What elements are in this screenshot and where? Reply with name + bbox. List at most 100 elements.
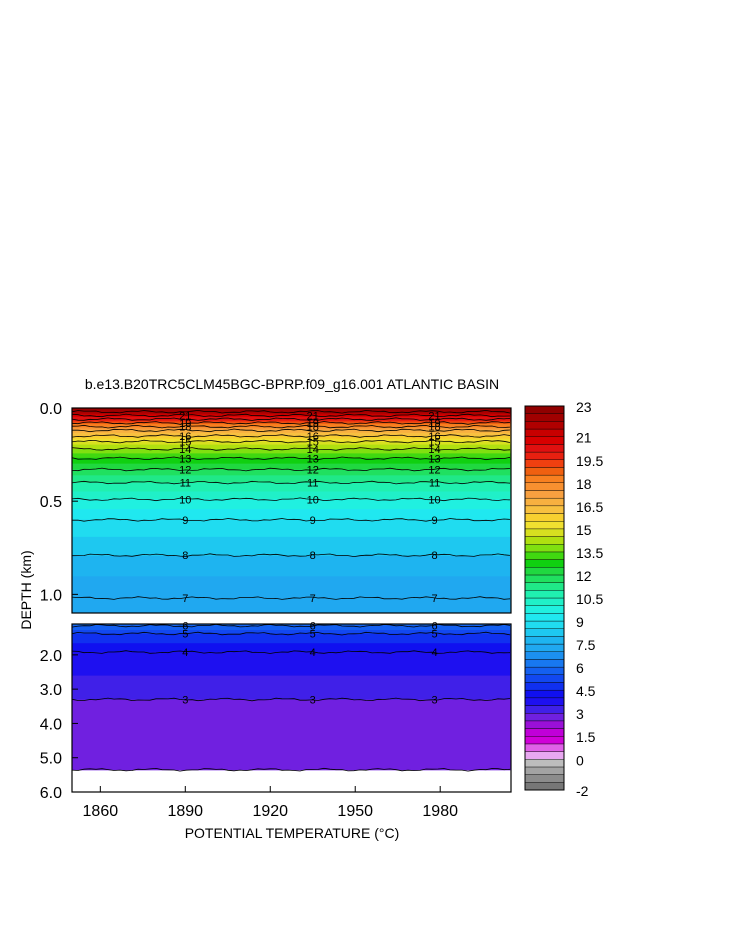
y-tick-label: 0.0 xyxy=(40,401,62,418)
upper-panel-band xyxy=(72,567,511,570)
isotherm-line xyxy=(72,697,511,702)
colorbar-label: 23 xyxy=(576,399,592,415)
lower-panel-band xyxy=(72,642,511,644)
contour-label: 9 xyxy=(310,515,316,527)
isotherm-line xyxy=(72,767,511,772)
contour-label: 5 xyxy=(431,629,437,641)
upper-panel-band xyxy=(72,504,511,507)
colorbar-swatch xyxy=(524,774,565,783)
upper-panel-band xyxy=(72,602,511,605)
lower-panel-band xyxy=(72,676,511,679)
colorbar-swatch xyxy=(524,751,565,760)
lower-panel-band xyxy=(72,727,511,729)
lower-panel-band xyxy=(72,678,511,680)
upper-panel-band xyxy=(72,510,511,513)
colorbar-label: 1.5 xyxy=(576,729,596,745)
lower-panel-band xyxy=(72,668,511,671)
upper-panel-band xyxy=(72,427,511,430)
upper-panel-band xyxy=(72,451,511,454)
upper-panel-band xyxy=(72,561,511,564)
colorbar-swatch xyxy=(524,413,565,422)
upper-panel-band xyxy=(72,460,511,463)
lower-panel-band xyxy=(72,750,511,752)
contour-label: 3 xyxy=(310,694,316,706)
isotherm-line xyxy=(72,428,511,433)
upper-panel-band xyxy=(72,551,511,554)
lower-panel-band xyxy=(72,673,511,675)
colorbar-swatch xyxy=(524,421,565,430)
lower-panel-band xyxy=(72,723,511,726)
upper-panel-band xyxy=(72,446,511,449)
contour-label: 4 xyxy=(431,647,437,659)
lower-panel-band xyxy=(72,742,511,745)
colorbar-label: 19.5 xyxy=(576,453,603,469)
lower-panel-band xyxy=(72,717,511,720)
upper-panel-band xyxy=(72,598,511,601)
lower-panel-band xyxy=(72,714,511,716)
lower-panel-band xyxy=(72,735,511,738)
upper-panel-band xyxy=(72,552,511,556)
upper-panel-band xyxy=(72,517,511,520)
lower-panel-band xyxy=(72,734,511,737)
y-tick-label: 6.0 xyxy=(40,785,62,802)
colorbar-label: 21 xyxy=(576,430,592,446)
upper-panel-band xyxy=(72,465,511,468)
colorbar-swatch xyxy=(524,759,565,768)
lower-panel-band xyxy=(72,710,511,713)
contour-label: 18 xyxy=(179,422,191,434)
upper-panel-band xyxy=(72,507,511,510)
colorbar-label: 16.5 xyxy=(576,499,603,515)
upper-panel-band xyxy=(72,494,511,497)
lower-panel-band xyxy=(72,692,511,695)
contour-label: 21 xyxy=(428,410,440,422)
colorbar-swatch xyxy=(524,697,565,706)
colorbar-label: 4.5 xyxy=(576,683,596,699)
lower-panel-band xyxy=(72,656,511,659)
upper-panel-band xyxy=(72,610,511,613)
lower-panel-band xyxy=(72,694,511,697)
upper-panel-band xyxy=(72,544,511,547)
upper-panel-band xyxy=(72,453,511,456)
isotherm-line xyxy=(72,631,511,636)
isotherm-line xyxy=(72,480,511,485)
colorbar-swatch xyxy=(524,682,565,691)
contour-label: 11 xyxy=(307,478,318,490)
contour-label: 6 xyxy=(310,621,316,633)
upper-panel-band xyxy=(72,535,511,538)
colorbar xyxy=(524,405,565,791)
contour-label: 11 xyxy=(429,478,440,490)
lower-panel-band xyxy=(72,631,511,633)
lower-panel-band xyxy=(72,729,511,732)
upper-panel-band xyxy=(72,560,511,563)
upper-panel-band xyxy=(72,574,511,577)
upper-panel-band xyxy=(72,462,511,465)
upper-panel-band xyxy=(72,555,511,558)
x-tick-label: 1920 xyxy=(252,803,288,820)
colorbar-label: 9 xyxy=(576,614,584,630)
isotherm-line xyxy=(72,424,511,429)
contour-label: 6 xyxy=(431,621,437,633)
contour-label: 7 xyxy=(431,593,437,605)
upper-panel-band xyxy=(72,487,511,490)
upper-panel-band xyxy=(72,536,511,539)
upper-panel-fill xyxy=(72,408,511,613)
colorbar-swatch xyxy=(524,636,565,645)
colorbar-swatch xyxy=(524,720,565,729)
colorbar-swatch xyxy=(524,613,565,622)
contour-label: 13 xyxy=(307,453,319,465)
lower-panel-band xyxy=(72,684,511,686)
isotherm-line xyxy=(72,497,511,502)
upper-panel-band xyxy=(72,589,511,592)
upper-panel-band xyxy=(72,604,511,607)
contour-label: 18 xyxy=(428,422,440,434)
colorbar-swatch xyxy=(524,582,565,591)
isotherm-line xyxy=(72,413,511,418)
upper-panel-band xyxy=(72,585,511,588)
x-tick-label: 1950 xyxy=(337,803,373,820)
y-tick-label: 3.0 xyxy=(40,682,62,699)
colorbar-swatch xyxy=(524,528,565,537)
upper-panel-band xyxy=(72,526,511,529)
colorbar-swatch xyxy=(524,544,565,553)
contour-label: 9 xyxy=(431,515,437,527)
